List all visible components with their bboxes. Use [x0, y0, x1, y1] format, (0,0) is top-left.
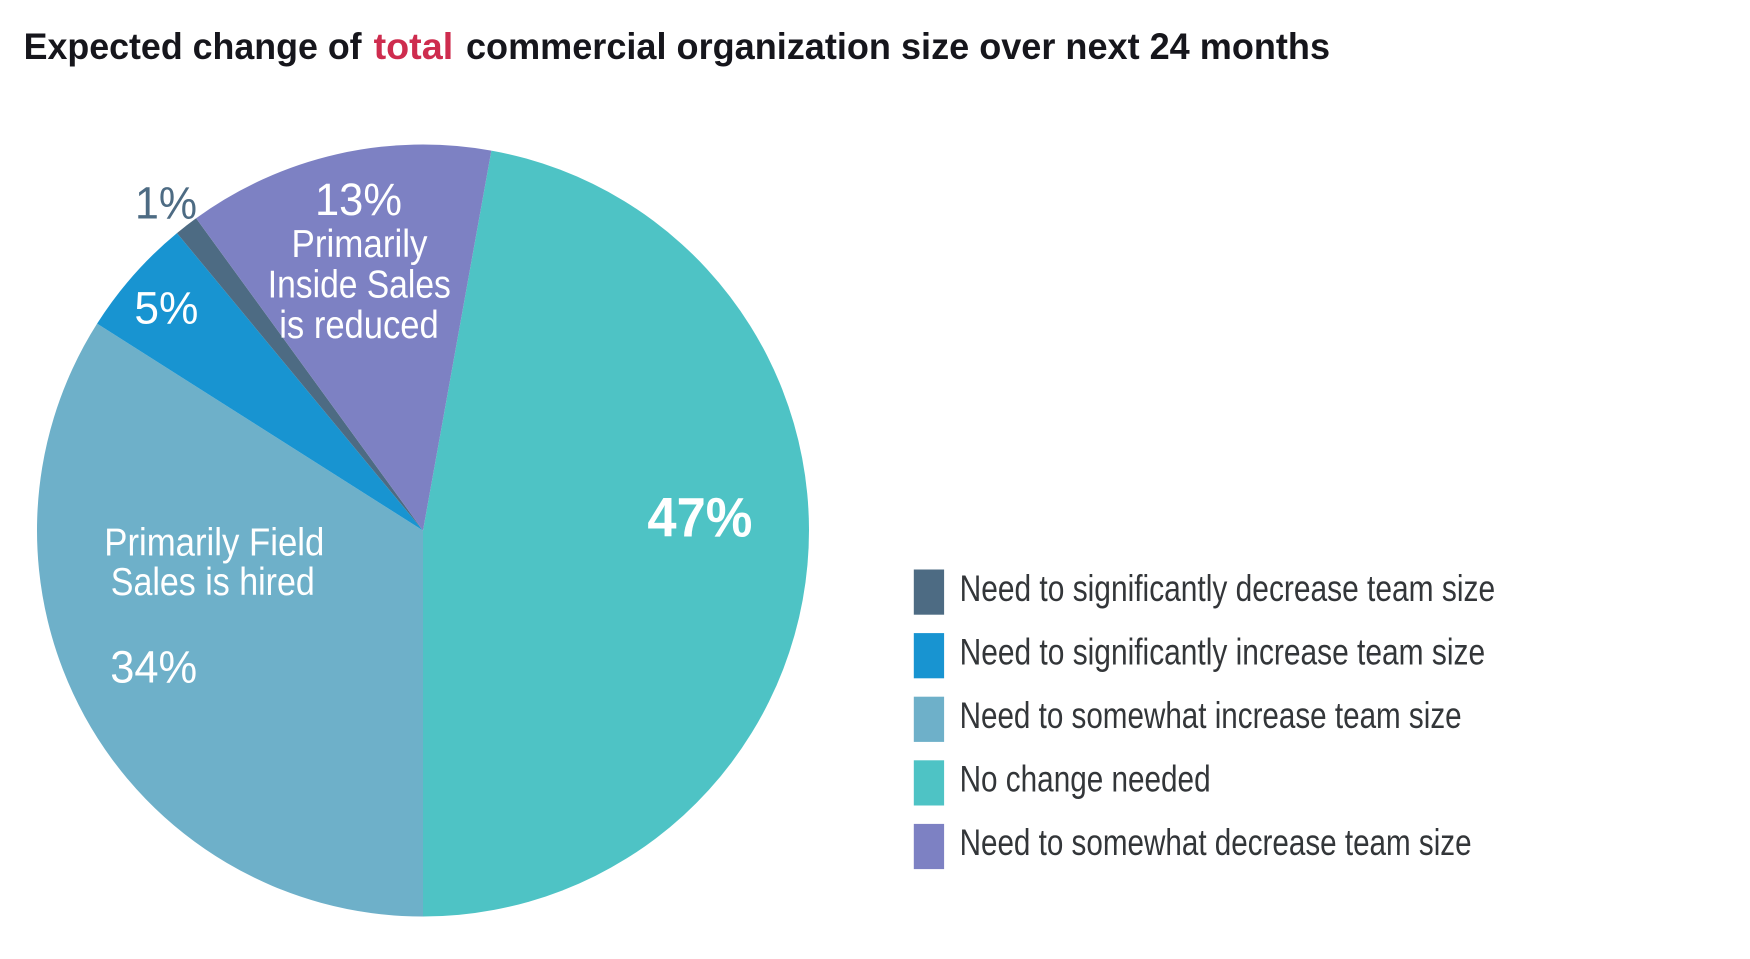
svg-text:No change needed: No change needed [960, 759, 1211, 800]
svg-text:Need to somewhat decrease team: Need to somewhat decrease team size [960, 822, 1472, 863]
svg-text:1%: 1% [135, 178, 197, 229]
svg-text:13%: 13% [315, 174, 402, 225]
svg-text:total: total [374, 25, 454, 67]
svg-text:is reduced: is reduced [279, 304, 439, 347]
svg-text:Sales is hired: Sales is hired [111, 561, 315, 604]
svg-text:Need to significantly decrease: Need to significantly decrease team size [960, 568, 1496, 609]
svg-text:Inside Sales: Inside Sales [268, 264, 451, 307]
svg-text:5%: 5% [134, 283, 198, 334]
svg-text:47%: 47% [647, 486, 752, 549]
svg-text:Primarily: Primarily [292, 223, 428, 266]
svg-text:Expected change of: Expected change of [24, 25, 362, 67]
svg-text:Primarily Field: Primarily Field [104, 522, 324, 565]
svg-text:Need to somewhat increase team: Need to somewhat increase team size [960, 695, 1462, 736]
svg-text:Need to significantly increase: Need to significantly increase team size [960, 631, 1486, 672]
svg-text:34%: 34% [110, 641, 197, 692]
svg-text:commercial organization size o: commercial organization size over next 2… [466, 25, 1330, 67]
